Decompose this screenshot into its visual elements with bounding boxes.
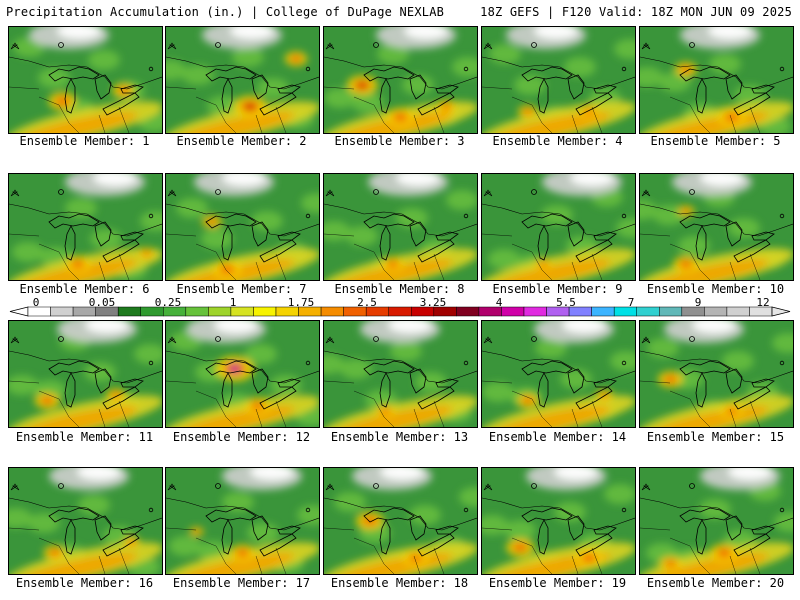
title-left: Precipitation Accumulation (in.) | Colle… <box>6 5 445 19</box>
map-panel-10 <box>639 173 794 281</box>
precip-map <box>482 27 635 133</box>
member-label: Ensemble Member: 14 <box>488 430 627 444</box>
precip-map <box>482 321 635 427</box>
member-label: Ensemble Member: 8 <box>334 282 465 296</box>
map-panel-11 <box>8 320 163 428</box>
map-panel-4 <box>481 26 636 134</box>
precip-map <box>9 27 162 133</box>
colorbar-swatch <box>456 306 480 317</box>
precip-map <box>640 321 793 427</box>
map-panel-5 <box>639 26 794 134</box>
colorbar-swatch <box>523 306 547 317</box>
map-panel-13 <box>323 320 478 428</box>
map-panel-3 <box>323 26 478 134</box>
colorbar-swatch <box>50 306 74 317</box>
member-label: Ensemble Member: 16 <box>15 576 154 590</box>
map-panel-6 <box>8 173 163 281</box>
member-label: Ensemble Member: 15 <box>646 430 785 444</box>
member-label: Ensemble Member: 4 <box>492 134 623 148</box>
colorbar-tick-label: 7 <box>627 296 635 309</box>
precip-map <box>482 174 635 280</box>
colorbar-swatch <box>659 306 683 317</box>
colorbar-tick-label: 3.25 <box>419 296 447 309</box>
precip-map <box>9 468 162 574</box>
map-panel-12 <box>165 320 320 428</box>
member-label: Ensemble Member: 6 <box>19 282 150 296</box>
colorbar <box>9 306 791 317</box>
colorbar-tick-label: 0.05 <box>88 296 116 309</box>
precip-map <box>166 321 319 427</box>
precip-map <box>324 27 477 133</box>
colorbar-tick-label: 5.5 <box>556 296 576 309</box>
map-panel-16 <box>8 467 163 575</box>
map-panel-1 <box>8 26 163 134</box>
title-right: 18Z GEFS | F120 Valid: 18Z MON JUN 09 20… <box>480 5 792 19</box>
colorbar-swatch <box>636 306 660 317</box>
colorbar-tick-label: 2.5 <box>357 296 377 309</box>
map-panel-18 <box>323 467 478 575</box>
precip-map <box>166 468 319 574</box>
member-label: Ensemble Member: 7 <box>176 282 307 296</box>
member-label: Ensemble Member: 10 <box>646 282 785 296</box>
precip-map <box>640 174 793 280</box>
colorbar-tick-label: 0 <box>32 296 40 309</box>
colorbar-tick-label: 12 <box>756 296 770 309</box>
colorbar-swatch <box>185 306 209 317</box>
precip-map <box>324 468 477 574</box>
precip-map <box>640 468 793 574</box>
colorbar-swatch <box>591 306 615 317</box>
precip-map <box>166 27 319 133</box>
precip-map <box>324 174 477 280</box>
colorbar-swatch <box>704 306 728 317</box>
colorbar-swatch <box>208 306 232 317</box>
colorbar-tick-label: 9 <box>694 296 702 309</box>
map-panel-2 <box>165 26 320 134</box>
colorbar-swatch <box>388 306 412 317</box>
colorbar-tick-label: 1.75 <box>287 296 315 309</box>
map-panel-7 <box>165 173 320 281</box>
precip-map <box>640 27 793 133</box>
member-label: Ensemble Member: 3 <box>334 134 465 148</box>
member-label: Ensemble Member: 1 <box>19 134 150 148</box>
member-label: Ensemble Member: 5 <box>650 134 781 148</box>
colorbar-tick-label: 4 <box>495 296 503 309</box>
member-label: Ensemble Member: 9 <box>492 282 623 296</box>
map-panel-8 <box>323 173 478 281</box>
colorbar-swatch <box>320 306 344 317</box>
colorbar-tick-label: 0.25 <box>154 296 182 309</box>
precip-map <box>324 321 477 427</box>
precip-map <box>166 174 319 280</box>
colorbar-swatch <box>501 306 525 317</box>
member-label: Ensemble Member: 11 <box>15 430 154 444</box>
colorbar-tick-label: 1 <box>229 296 237 309</box>
colorbar-swatch <box>253 306 277 317</box>
member-label: Ensemble Member: 13 <box>330 430 469 444</box>
map-panel-19 <box>481 467 636 575</box>
member-label: Ensemble Member: 12 <box>172 430 311 444</box>
map-panel-15 <box>639 320 794 428</box>
map-panel-20 <box>639 467 794 575</box>
map-panel-9 <box>481 173 636 281</box>
map-panel-14 <box>481 320 636 428</box>
member-label: Ensemble Member: 2 <box>176 134 307 148</box>
colorbar-swatch <box>117 306 141 317</box>
member-label: Ensemble Member: 19 <box>488 576 627 590</box>
precip-map <box>482 468 635 574</box>
precip-map <box>9 174 162 280</box>
precip-map <box>9 321 162 427</box>
map-panel-17 <box>165 467 320 575</box>
member-label: Ensemble Member: 20 <box>646 576 785 590</box>
member-label: Ensemble Member: 17 <box>172 576 311 590</box>
colorbar-swatch <box>726 306 750 317</box>
member-label: Ensemble Member: 18 <box>330 576 469 590</box>
